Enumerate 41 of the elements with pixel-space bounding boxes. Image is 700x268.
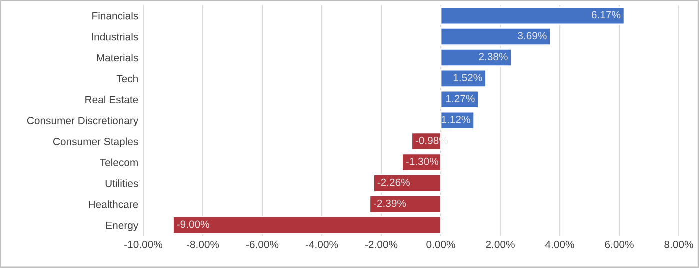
x-tick-label: 2.00%	[486, 240, 515, 248]
x-tick-label: 0.00%	[426, 240, 456, 248]
data-label: 3.69%	[518, 32, 547, 40]
data-label: -1.30%	[406, 158, 439, 166]
data-label: 1.12%	[442, 116, 470, 124]
y-tick-label: Utilities	[106, 180, 138, 188]
y-tick-label: Consumer Staples	[53, 138, 138, 148]
bar	[440, 28, 552, 46]
bar	[440, 6, 626, 26]
bar	[369, 195, 442, 214]
data-label: 1.27%	[446, 95, 475, 102]
y-tick-label: Financials	[92, 12, 138, 20]
data-label: 6.17%	[592, 11, 621, 19]
bar	[402, 153, 442, 172]
x-tick-label: 8.00%	[664, 240, 694, 248]
bar	[373, 174, 442, 193]
x-tick-label: 6.00%	[605, 240, 634, 248]
data-label: 2.38%	[479, 53, 508, 61]
y-tick-label: Telecom	[100, 158, 138, 166]
bar	[440, 90, 480, 109]
x-tick-label: -8.00%	[186, 240, 220, 248]
y-tick-label: Materials	[97, 54, 138, 62]
data-label: -2.26%	[378, 178, 410, 186]
y-tick-label: Consumer Discretionary	[27, 116, 139, 127]
x-tick-label: -4.00%	[306, 240, 338, 248]
bar	[440, 111, 476, 130]
data-label: -9.00%	[177, 220, 210, 228]
bar	[172, 216, 442, 235]
x-tick-label: -10.00%	[124, 240, 163, 248]
y-tick-label: Tech	[116, 74, 138, 83]
y-tick-label: Energy	[106, 222, 139, 232]
bar	[440, 69, 487, 88]
data-label: 1.52%	[454, 74, 482, 82]
data-label: -2.39%	[374, 200, 406, 208]
x-tick-label: -6.00%	[246, 240, 279, 248]
y-tick-label: Industrials	[92, 33, 138, 41]
bar	[440, 48, 512, 68]
x-tick-label: 4.00%	[545, 240, 574, 248]
y-tick-label: Healthcare	[89, 200, 138, 208]
x-tick-label: -2.00%	[365, 240, 398, 248]
y-tick-label: Real Estate	[86, 96, 138, 104]
